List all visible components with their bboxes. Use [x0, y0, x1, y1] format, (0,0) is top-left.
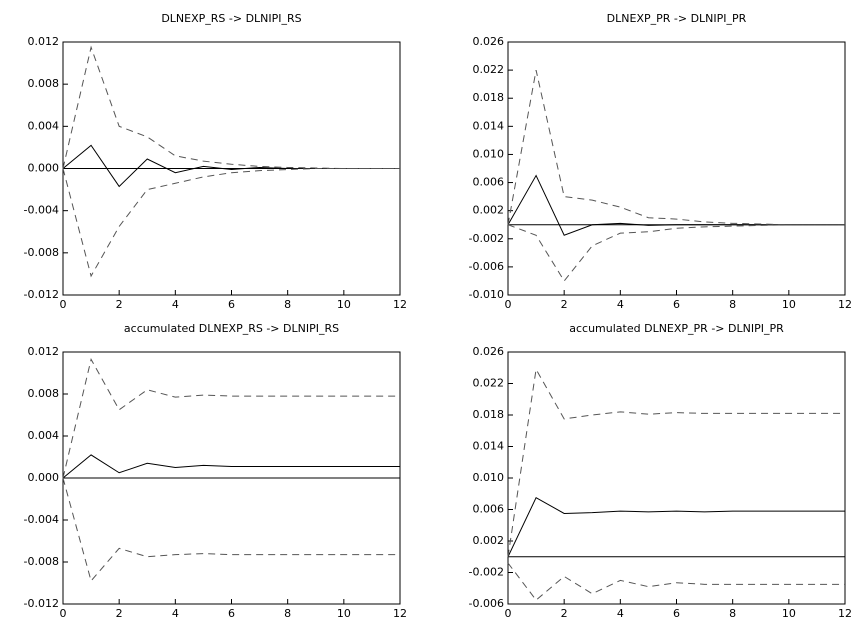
- y-tick-label: -0.004: [24, 204, 59, 217]
- y-tick-label: 0.006: [473, 503, 505, 516]
- y-tick-label: 0.012: [28, 35, 60, 48]
- plot-frame: [507, 41, 846, 296]
- y-tick-label: 0.000: [28, 471, 60, 484]
- y-tick-label: -0.008: [24, 246, 59, 259]
- series-line: [62, 144, 400, 188]
- chart-title: accumulated DLNEXP_PR -> DLNIPI_PR: [569, 322, 784, 335]
- x-tick-label: 6: [673, 298, 680, 311]
- y-tick-label: 0.002: [473, 204, 505, 217]
- x-tick-label: 6: [228, 298, 235, 311]
- series-line: [507, 562, 845, 601]
- series-line: [62, 357, 400, 479]
- series-line: [507, 70, 845, 226]
- x-tick-label: 0: [505, 298, 512, 311]
- x-tick-label: 0: [60, 298, 67, 311]
- x-tick-label: 0: [60, 607, 67, 620]
- y-tick-label: -0.004: [24, 513, 59, 526]
- series-line: [62, 45, 400, 169]
- y-tick-label: 0.004: [28, 429, 60, 442]
- series-line: [507, 496, 845, 557]
- y-tick-label: 0.010: [473, 471, 505, 484]
- y-tick-label: 0.026: [473, 35, 505, 48]
- x-tick-label: 4: [617, 298, 624, 311]
- y-tick-label: 0.018: [473, 91, 505, 104]
- chart-title: DLNEXP_PR -> DLNIPI_PR: [607, 12, 747, 25]
- series-line: [62, 168, 400, 278]
- y-tick-label: 0.004: [28, 119, 60, 132]
- x-tick-label: 10: [782, 298, 796, 311]
- series-line: [62, 454, 400, 479]
- x-tick-label: 12: [393, 607, 407, 620]
- chart-title: DLNEXP_RS -> DLNIPI_RS: [161, 12, 301, 25]
- y-tick-label: -0.006: [469, 597, 504, 610]
- y-tick-label: 0.014: [473, 119, 505, 132]
- chart-title: accumulated DLNEXP_RS -> DLNIPI_RS: [124, 322, 339, 335]
- x-tick-label: 12: [393, 298, 407, 311]
- x-tick-label: 8: [284, 298, 291, 311]
- x-tick-label: 8: [284, 607, 291, 620]
- x-tick-label: 2: [116, 298, 123, 311]
- y-tick-label: 0.008: [28, 387, 60, 400]
- x-tick-label: 2: [561, 607, 568, 620]
- x-tick-label: 10: [782, 607, 796, 620]
- y-tick-label: 0.008: [28, 77, 60, 90]
- x-tick-label: 0: [505, 607, 512, 620]
- x-tick-label: 6: [228, 607, 235, 620]
- x-tick-label: 12: [838, 607, 852, 620]
- y-tick-label: -0.012: [24, 288, 59, 301]
- x-tick-label: 4: [172, 607, 179, 620]
- x-tick-label: 10: [337, 298, 351, 311]
- y-tick-label: 0.012: [28, 345, 60, 358]
- y-tick-label: 0.010: [473, 147, 505, 160]
- y-tick-label: 0.022: [473, 63, 505, 76]
- plot-frame: [507, 351, 846, 605]
- series-line: [507, 224, 845, 282]
- y-tick-label: -0.012: [24, 597, 59, 610]
- x-tick-label: 6: [673, 607, 680, 620]
- x-tick-label: 4: [617, 607, 624, 620]
- series-line: [507, 174, 845, 236]
- x-tick-label: 10: [337, 607, 351, 620]
- y-tick-label: -0.008: [24, 555, 59, 568]
- y-tick-label: -0.010: [469, 288, 504, 301]
- x-tick-label: 8: [729, 607, 736, 620]
- x-tick-label: 2: [116, 607, 123, 620]
- y-tick-label: -0.006: [469, 260, 504, 273]
- y-tick-label: -0.002: [469, 566, 504, 579]
- y-tick-label: 0.000: [28, 162, 60, 175]
- x-tick-label: 4: [172, 298, 179, 311]
- y-tick-label: 0.018: [473, 408, 505, 421]
- x-tick-label: 2: [561, 298, 568, 311]
- y-tick-label: 0.002: [473, 534, 505, 547]
- x-tick-label: 8: [729, 298, 736, 311]
- y-tick-label: -0.002: [469, 232, 504, 245]
- y-tick-label: 0.026: [473, 345, 505, 358]
- y-tick-label: 0.014: [473, 440, 505, 453]
- y-tick-label: 0.006: [473, 176, 505, 189]
- series-line: [507, 367, 845, 557]
- series-line: [62, 477, 400, 582]
- x-tick-label: 12: [838, 298, 852, 311]
- y-tick-label: 0.022: [473, 377, 505, 390]
